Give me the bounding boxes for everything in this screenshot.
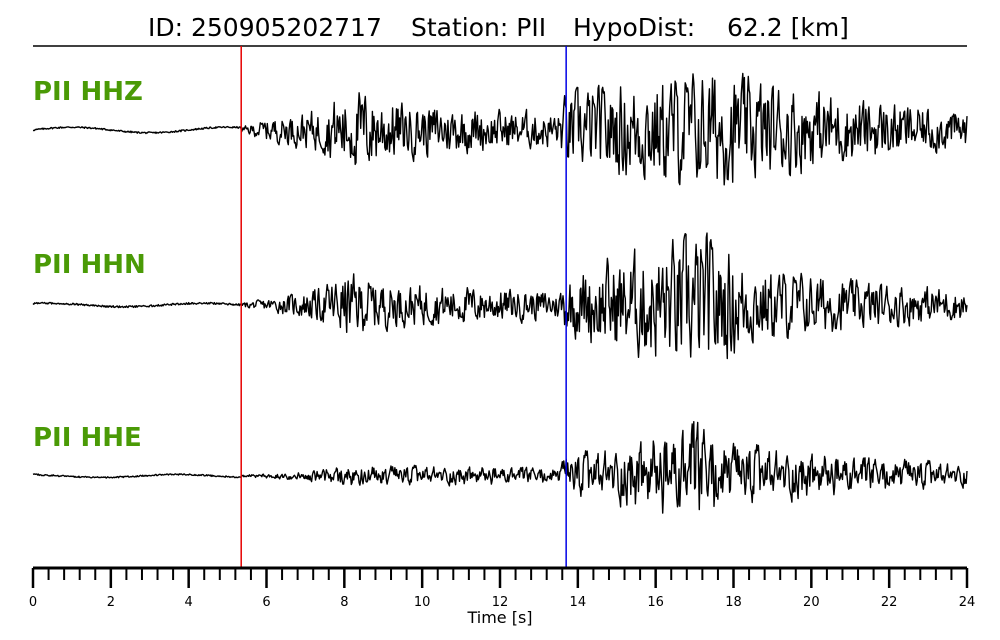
x-tick-label: 12 [492,595,509,610]
x-tick-label: 22 [881,595,898,610]
picks-group [240,46,567,568]
time-axis: 0 2 4 6 8 10 12 14 16 18 20 22 24 [29,566,976,610]
title-event-id: ID: 250905202717 [148,13,382,42]
x-tick-label: 16 [647,595,664,610]
x-tick-label: 0 [29,595,37,610]
x-tick-label: 14 [570,595,587,610]
channel-label-hhe: PII HHE [33,423,142,453]
trace-hhz [32,72,968,186]
x-tick-label: 2 [107,595,115,610]
x-tick-label: 18 [725,595,742,610]
trace-hhe [32,421,968,514]
x-tick-label: 6 [262,595,270,610]
x-tick-label: 24 [959,595,976,610]
x-tick-label: 8 [340,595,348,610]
x-tick-label: 4 [185,595,193,610]
channel-label-hhn: PII HHN [33,250,146,280]
x-tick-label: 20 [803,595,820,610]
title-station: Station: PII [411,13,546,42]
traces-group [32,72,968,514]
x-axis-label: Time [s] [466,608,532,627]
x-tick-label: 10 [414,595,431,610]
trace-hhn [32,232,968,360]
title-hypodist: HypoDist: 62.2 [km] [573,13,849,42]
channel-label-hhz: PII HHZ [33,77,143,107]
